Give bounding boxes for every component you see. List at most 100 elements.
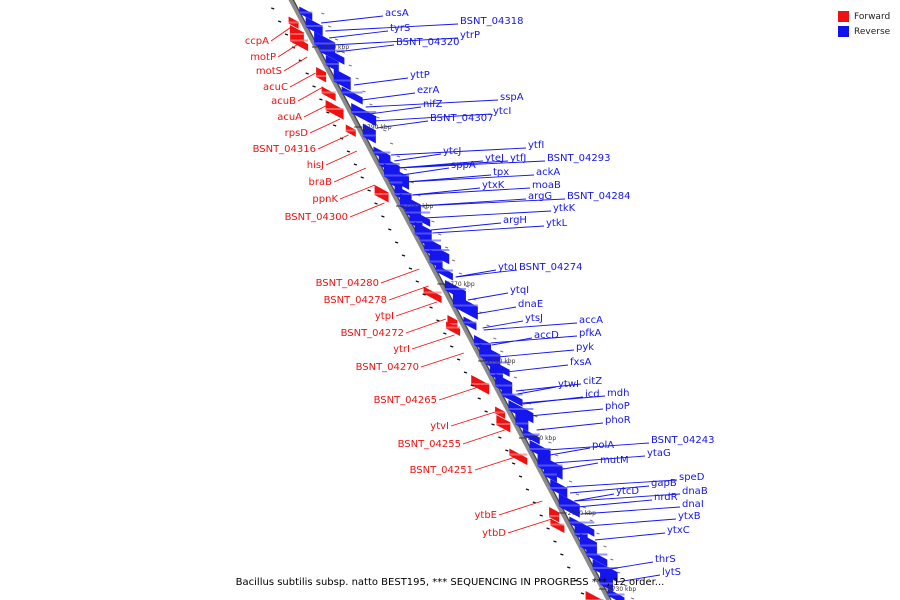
reverse-gene-label[interactable]: yteJ xyxy=(485,153,504,164)
reverse-gene-label[interactable]: ytkK xyxy=(553,203,576,214)
reverse-gene-label[interactable]: BSNT_04318 xyxy=(460,16,523,27)
reverse-gene-block[interactable] xyxy=(501,388,523,407)
forward-gene-label[interactable]: hisJ xyxy=(307,160,324,171)
reverse-gene-block[interactable] xyxy=(373,146,391,163)
reverse-gene-block[interactable] xyxy=(607,588,625,600)
reverse-gene-label[interactable]: dnaB xyxy=(682,486,708,497)
reverse-gene-label[interactable]: ytaG xyxy=(647,448,671,459)
reverse-gene-label[interactable]: BSNT_04284 xyxy=(567,191,630,202)
reverse-gene-label[interactable]: lytS xyxy=(662,567,681,578)
reverse-gene-label[interactable]: ytcD xyxy=(616,486,639,497)
reverse-gene-label[interactable]: acsA xyxy=(385,8,409,19)
reverse-gene-label[interactable]: mdh xyxy=(607,388,629,399)
forward-gene-block[interactable] xyxy=(316,66,327,83)
reverse-gene-label[interactable]: fxsA xyxy=(570,357,592,368)
forward-gene-label[interactable]: BSNT_04300 xyxy=(285,212,348,223)
reverse-gene-block[interactable] xyxy=(424,241,450,265)
reverse-gene-label[interactable]: ytcJ xyxy=(443,146,461,157)
reverse-gene-label[interactable]: ytxK xyxy=(482,180,505,191)
reverse-gene-label[interactable]: speD xyxy=(679,472,705,483)
reverse-gene-label[interactable]: ytcI xyxy=(493,106,511,117)
forward-gene-label[interactable]: BSNT_04316 xyxy=(253,144,316,155)
forward-gene-block[interactable] xyxy=(446,321,461,336)
reverse-gene-label[interactable]: argH xyxy=(503,215,527,226)
reverse-gene-label[interactable]: argG xyxy=(528,191,552,202)
reverse-gene-label[interactable]: ytxC xyxy=(667,525,690,536)
reverse-gene-label[interactable]: thrS xyxy=(655,554,676,565)
forward-gene-label[interactable]: braB xyxy=(309,177,333,188)
reverse-gene-label[interactable]: BSNT_04320 xyxy=(396,37,459,48)
forward-gene-label[interactable]: ppnK xyxy=(312,194,338,205)
forward-gene-label[interactable]: ccpA xyxy=(245,36,269,47)
reverse-gene-block[interactable] xyxy=(600,571,614,592)
reverse-gene-label[interactable]: ytsJ xyxy=(525,313,543,324)
reverse-gene-label[interactable]: mutM xyxy=(600,455,629,466)
reverse-gene-label[interactable]: ytxB xyxy=(678,511,701,522)
reverse-gene-block[interactable] xyxy=(351,103,377,127)
reverse-gene-label[interactable]: dnaE xyxy=(518,299,543,310)
reverse-gene-label[interactable]: phoP xyxy=(605,401,630,412)
reverse-gene-label[interactable]: ytkL xyxy=(546,218,568,229)
forward-gene-label[interactable]: motP xyxy=(250,52,276,63)
reverse-gene-label[interactable]: moaB xyxy=(532,180,561,191)
forward-gene-label[interactable]: acuB xyxy=(271,96,296,107)
reverse-gene-label[interactable]: nrdR xyxy=(654,492,678,503)
reverse-gene-block[interactable] xyxy=(341,86,363,105)
reverse-gene-label[interactable]: dnaI xyxy=(682,499,704,510)
forward-gene-label[interactable]: BSNT_04270 xyxy=(356,362,419,373)
reverse-gene-block[interactable] xyxy=(529,440,551,462)
reverse-gene-label[interactable]: pyk xyxy=(576,342,594,353)
forward-gene-block[interactable] xyxy=(290,34,309,52)
reverse-gene-block[interactable] xyxy=(508,400,534,424)
forward-gene-label[interactable]: BSNT_04251 xyxy=(410,465,473,476)
forward-gene-label[interactable]: acuC xyxy=(263,82,288,93)
reverse-gene-block[interactable] xyxy=(515,411,529,432)
forward-gene-block[interactable] xyxy=(509,448,528,466)
reverse-gene-block[interactable] xyxy=(452,293,478,320)
reverse-gene-label[interactable]: pfkA xyxy=(579,328,602,339)
reverse-gene-block[interactable] xyxy=(362,123,376,144)
reverse-gene-block[interactable] xyxy=(537,453,563,480)
forward-gene-block[interactable] xyxy=(550,518,565,533)
forward-gene-label[interactable]: ytpI xyxy=(375,311,394,322)
reverse-gene-label[interactable]: sspA xyxy=(500,92,524,103)
reverse-gene-block[interactable] xyxy=(522,428,540,445)
reverse-gene-label[interactable]: ytrP xyxy=(460,30,480,41)
reverse-gene-block[interactable] xyxy=(586,548,608,567)
reverse-gene-label[interactable]: polA xyxy=(592,440,614,451)
reverse-gene-label[interactable]: ytqI xyxy=(510,285,529,296)
forward-gene-label[interactable]: BSNT_04255 xyxy=(398,439,461,450)
reverse-gene-label[interactable]: citZ xyxy=(583,376,602,387)
reverse-gene-label[interactable]: phoR xyxy=(605,415,631,426)
reverse-gene-label[interactable]: BSNT_04243 xyxy=(651,435,714,446)
reverse-gene-label[interactable]: accA xyxy=(579,315,603,326)
reverse-gene-label[interactable]: yttP xyxy=(410,70,430,81)
reverse-gene-block[interactable] xyxy=(429,249,443,270)
forward-gene-label[interactable]: BSNT_04265 xyxy=(374,395,437,406)
forward-gene-label[interactable]: rpsD xyxy=(285,128,309,139)
reverse-gene-label[interactable]: BSNT_04274 xyxy=(519,262,582,273)
forward-gene-label[interactable]: ytbE xyxy=(474,510,497,521)
reverse-gene-label[interactable]: BSNT_04307 xyxy=(430,113,493,124)
forward-gene-block[interactable] xyxy=(321,86,336,101)
reverse-gene-label[interactable]: ytfJ xyxy=(510,153,526,164)
forward-gene-label[interactable]: BSNT_04280 xyxy=(316,278,379,289)
forward-gene-label[interactable]: ytbD xyxy=(482,528,506,539)
reverse-gene-label[interactable]: ytwI xyxy=(558,379,579,390)
forward-gene-block[interactable] xyxy=(423,286,442,304)
reverse-gene-label[interactable]: ytoI xyxy=(498,262,517,273)
forward-gene-label[interactable]: ytrI xyxy=(393,344,410,355)
reverse-gene-label[interactable]: BSNT_04293 xyxy=(547,153,610,164)
reverse-gene-label[interactable]: tyrS xyxy=(390,23,410,34)
forward-gene-label[interactable]: acuA xyxy=(277,112,302,123)
forward-gene-block[interactable] xyxy=(549,507,560,523)
reverse-gene-block[interactable] xyxy=(384,163,410,190)
forward-gene-label[interactable]: ytvI xyxy=(430,421,449,432)
reverse-gene-label[interactable]: sppA xyxy=(451,160,476,171)
reverse-gene-block[interactable] xyxy=(592,559,618,583)
reverse-gene-label[interactable]: ezrA xyxy=(417,85,440,96)
reverse-gene-block[interactable] xyxy=(435,264,453,281)
reverse-gene-block[interactable] xyxy=(444,280,466,302)
forward-gene-label[interactable]: motS xyxy=(256,66,282,77)
reverse-gene-label[interactable]: tpx xyxy=(493,167,509,178)
